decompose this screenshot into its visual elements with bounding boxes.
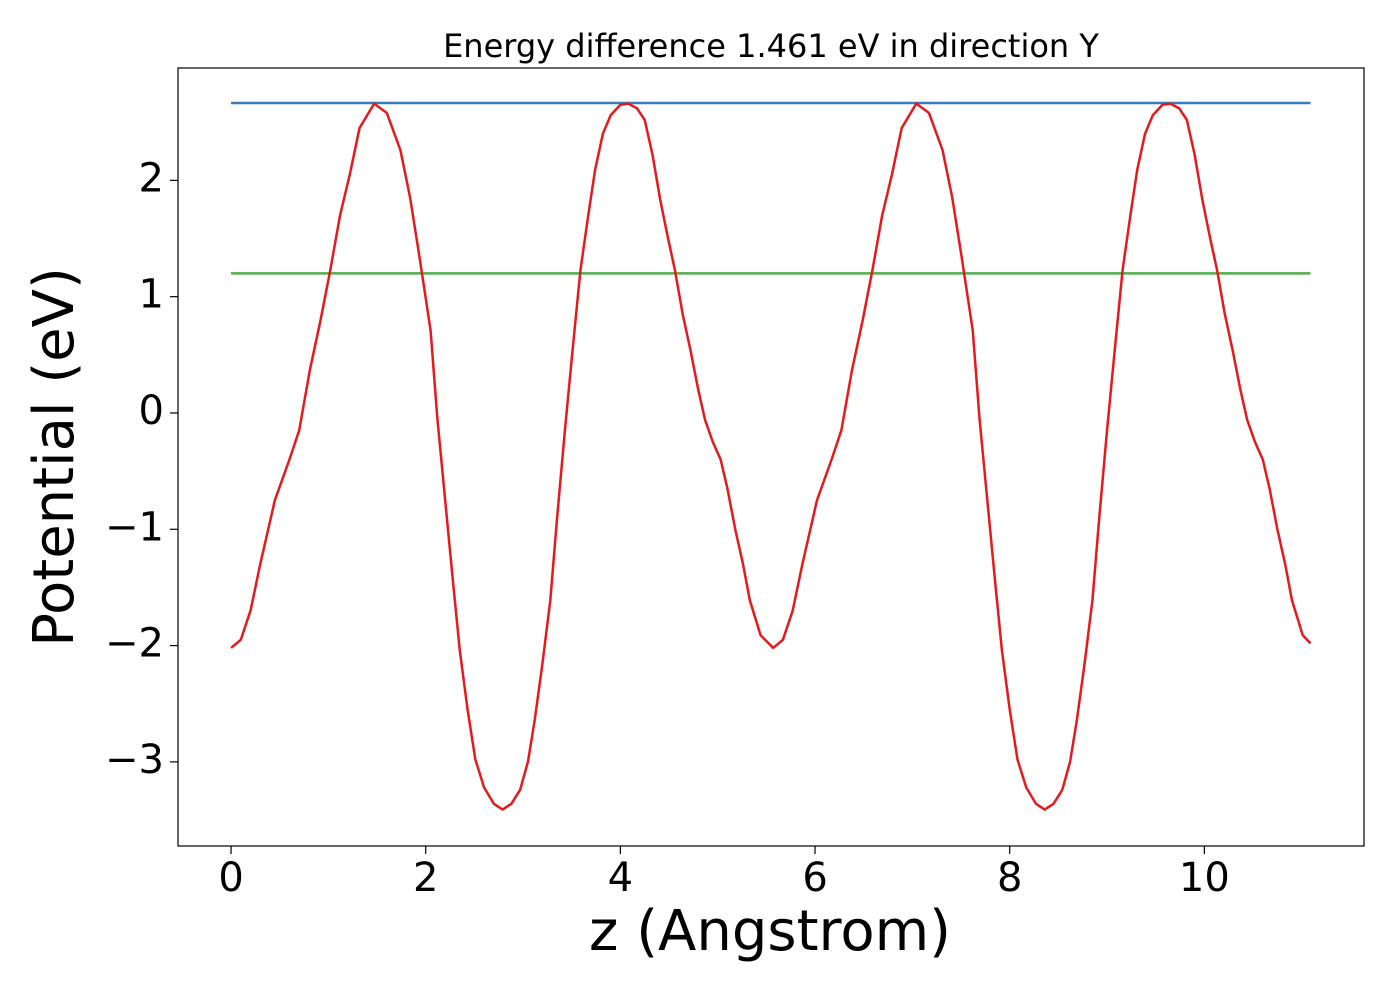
y-tick-label: −2 — [105, 621, 164, 667]
x-tick-label: 6 — [802, 855, 827, 901]
x-axis-label: z (Angstrom) — [589, 899, 951, 964]
y-axis-label: Potential (eV) — [22, 267, 87, 647]
x-tick-label: 4 — [608, 855, 633, 901]
y-tick-label: −1 — [105, 504, 164, 550]
x-tick-label: 10 — [1179, 855, 1230, 901]
y-tick-label: 2 — [139, 155, 164, 201]
chart-title: Energy difference 1.461 eV in direction … — [443, 27, 1099, 65]
x-tick-label: 2 — [413, 855, 438, 901]
x-tick-label: 8 — [997, 855, 1022, 901]
y-tick-label: −3 — [105, 737, 164, 783]
y-tick-label: 0 — [139, 388, 164, 434]
plot-frame — [177, 67, 1365, 847]
x-tick-label: 0 — [218, 855, 243, 901]
series-line — [230, 102, 1312, 811]
y-tick-label: 1 — [139, 272, 164, 318]
